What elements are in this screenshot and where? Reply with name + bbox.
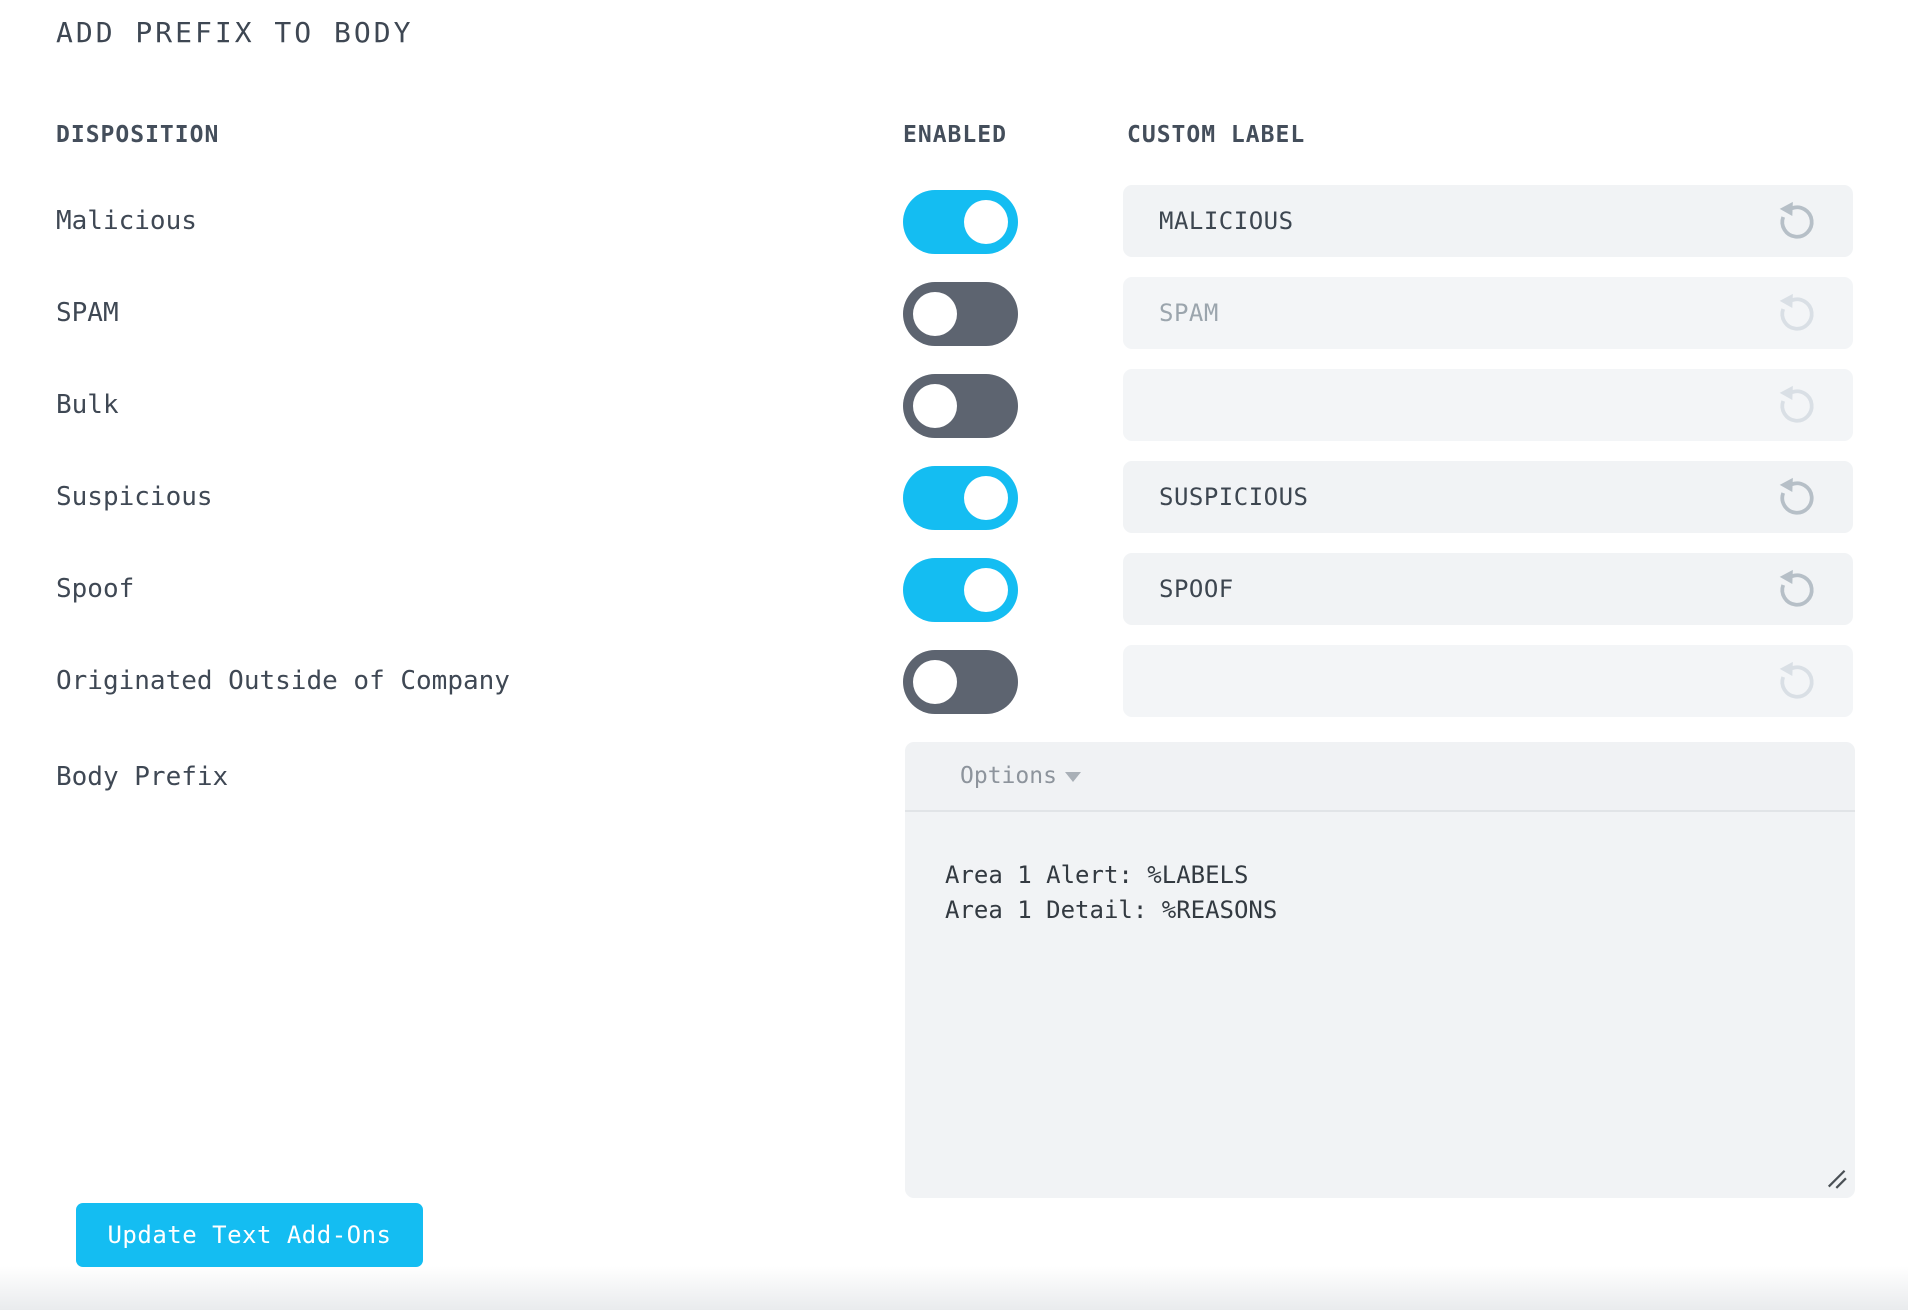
enabled-toggle[interactable] xyxy=(903,190,1018,254)
custom-label-input[interactable] xyxy=(1123,277,1853,349)
custom-label-input[interactable] xyxy=(1123,369,1853,441)
column-header-custom-label: CUSTOM LABEL xyxy=(1127,122,1306,148)
toggle-knob xyxy=(964,476,1008,520)
disposition-label: Originated Outside of Company xyxy=(56,666,510,696)
caret-down-icon xyxy=(1065,772,1081,782)
disposition-label: Bulk xyxy=(56,390,119,420)
disposition-row: Originated Outside of Company xyxy=(0,645,1908,717)
disposition-label: SPAM xyxy=(56,298,119,328)
disposition-row: Bulk xyxy=(0,369,1908,441)
disposition-row: SPAM xyxy=(0,277,1908,349)
body-prefix-label: Body Prefix xyxy=(56,762,229,792)
column-header-disposition: DISPOSITION xyxy=(56,122,220,148)
custom-label-input[interactable] xyxy=(1123,461,1853,533)
bottom-fade xyxy=(0,1266,1908,1310)
disposition-label: Malicious xyxy=(56,206,197,236)
reset-icon[interactable] xyxy=(1775,568,1817,610)
reset-icon[interactable] xyxy=(1775,292,1817,334)
reset-icon[interactable] xyxy=(1775,200,1817,242)
update-text-addons-button[interactable]: Update Text Add-Ons xyxy=(76,1203,423,1267)
toggle-knob xyxy=(913,384,957,428)
custom-label-field xyxy=(1123,645,1853,717)
enabled-toggle[interactable] xyxy=(903,466,1018,530)
disposition-row: Spoof xyxy=(0,553,1908,625)
custom-label-input[interactable] xyxy=(1123,645,1853,717)
toggle-knob xyxy=(913,660,957,704)
options-dropdown-label: Options xyxy=(960,763,1057,789)
disposition-label: Suspicious xyxy=(56,482,213,512)
toggle-knob xyxy=(964,200,1008,244)
toggle-knob xyxy=(964,568,1008,612)
reset-icon[interactable] xyxy=(1775,384,1817,426)
enabled-toggle[interactable] xyxy=(903,374,1018,438)
disposition-row: Malicious xyxy=(0,185,1908,257)
disposition-label: Spoof xyxy=(56,574,135,604)
column-header-enabled: ENABLED xyxy=(903,122,1007,148)
options-dropdown[interactable]: Options xyxy=(905,742,1855,812)
toggle-knob xyxy=(913,292,957,336)
enabled-toggle[interactable] xyxy=(903,282,1018,346)
custom-label-field xyxy=(1123,277,1853,349)
enabled-toggle[interactable] xyxy=(903,558,1018,622)
custom-label-field xyxy=(1123,185,1853,257)
body-prefix-textarea[interactable]: Area 1 Alert: %LABELS Area 1 Detail: %RE… xyxy=(905,812,1855,1198)
custom-label-input[interactable] xyxy=(1123,553,1853,625)
reset-icon[interactable] xyxy=(1775,660,1817,702)
enabled-toggle[interactable] xyxy=(903,650,1018,714)
reset-icon[interactable] xyxy=(1775,476,1817,518)
disposition-row: Suspicious xyxy=(0,461,1908,533)
custom-label-field xyxy=(1123,461,1853,533)
custom-label-field xyxy=(1123,553,1853,625)
custom-label-input[interactable] xyxy=(1123,185,1853,257)
resize-grip-icon[interactable] xyxy=(1826,1168,1848,1190)
custom-label-field xyxy=(1123,369,1853,441)
page-title: ADD PREFIX TO BODY xyxy=(56,16,414,49)
